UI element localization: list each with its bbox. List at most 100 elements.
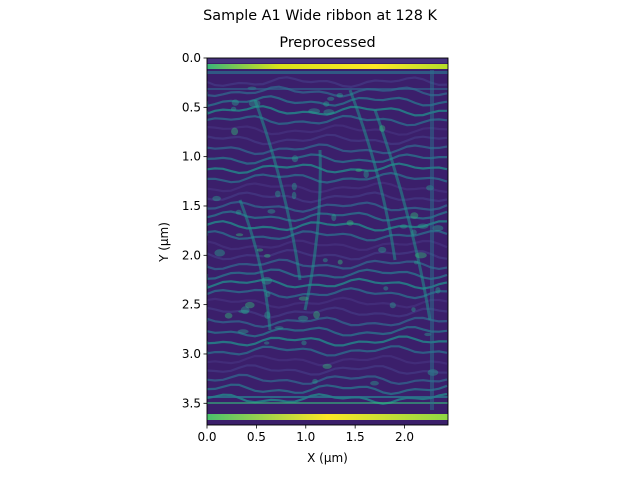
texture-spot <box>370 380 379 386</box>
texture-fringe <box>207 345 448 357</box>
bottom-secondary-band <box>207 402 448 404</box>
texture-spot <box>231 127 239 136</box>
x-tick-label: 0.0 <box>197 430 216 444</box>
texture-fringe <box>207 191 448 204</box>
x-tick-label: 1.0 <box>296 430 315 444</box>
texture-fringe <box>207 373 448 386</box>
x-tick-label: 1.5 <box>346 430 365 444</box>
texture-spot <box>264 311 271 320</box>
heatmap-texture <box>207 76 448 405</box>
texture-fringe <box>207 229 448 242</box>
texture-spot <box>230 106 237 112</box>
top-bright-band <box>207 64 448 69</box>
texture-streak <box>303 149 322 311</box>
texture-spot <box>432 225 444 232</box>
texture-spot <box>322 363 332 369</box>
texture-fringe <box>207 287 448 300</box>
texture-fringe <box>207 153 447 165</box>
texture-fringe <box>207 306 448 319</box>
texture-fringe <box>207 296 448 309</box>
y-tick-label: 3.5 <box>182 396 201 410</box>
texture-fringe <box>207 258 448 271</box>
texture-spot <box>389 302 396 309</box>
texture-spot <box>224 312 233 319</box>
top-secondary-band <box>207 71 448 74</box>
texture-spot <box>417 223 429 229</box>
texture-spot <box>264 254 271 258</box>
texture-spot <box>414 252 427 259</box>
texture-spot <box>312 378 318 384</box>
texture-fringe <box>207 133 448 146</box>
texture-spot <box>274 190 281 198</box>
texture-fringe <box>207 268 448 281</box>
texture-streak <box>348 89 397 261</box>
texture-spot <box>245 301 255 309</box>
texture-spot <box>337 259 343 265</box>
x-axis-label: X (µm) <box>307 451 348 465</box>
texture-spot <box>264 341 270 345</box>
texture-spot <box>346 220 354 226</box>
texture-spot <box>336 93 344 98</box>
x-axis-ticks: 0.0 0.5 1.0 1.5 2.0 <box>197 425 414 444</box>
texture-spot <box>313 311 320 319</box>
texture-fringe <box>207 316 448 329</box>
texture-spot <box>383 286 389 291</box>
figure-suptitle: Sample A1 Wide ribbon at 128 K <box>203 8 437 24</box>
texture-fringe <box>207 392 448 405</box>
texture-fringe <box>207 364 448 376</box>
texture-fringe <box>207 239 448 252</box>
x-tick-label: 2.0 <box>395 430 414 444</box>
texture-spot <box>291 182 297 191</box>
y-tick-label: 0.0 <box>182 51 201 65</box>
texture-fringe <box>207 248 448 261</box>
texture-fringe <box>207 181 448 194</box>
y-axis-ticks: 0.0 0.5 1.0 1.5 2.0 2.5 3.0 3.5 <box>182 51 207 410</box>
x-tick-label: 0.5 <box>247 430 266 444</box>
texture-fringe <box>207 162 448 175</box>
texture-streak <box>238 199 272 331</box>
texture-spot <box>323 109 335 116</box>
axes-title: Preprocessed <box>279 35 376 51</box>
texture-spot <box>214 249 225 257</box>
texture-spot <box>240 306 250 315</box>
texture-spot <box>238 310 250 314</box>
texture-spot <box>363 170 369 179</box>
texture-fringe <box>207 277 448 290</box>
texture-fringe <box>207 220 448 232</box>
bottom-fringe-line <box>207 396 448 398</box>
texture-fringe <box>207 114 448 127</box>
texture-fringe <box>207 143 448 156</box>
texture-spot <box>212 195 221 202</box>
texture-spot <box>235 233 244 237</box>
texture-fringe <box>207 171 448 184</box>
right-edge-band <box>430 70 434 410</box>
texture-fringe <box>207 85 448 98</box>
texture-spot <box>379 125 386 132</box>
texture-spot <box>322 258 328 263</box>
y-tick-label: 0.5 <box>182 100 201 114</box>
y-tick-label: 2.5 <box>182 298 201 312</box>
top-edge <box>207 58 448 63</box>
y-tick-label: 2.0 <box>182 248 201 262</box>
texture-spot <box>355 168 363 172</box>
texture-spot <box>327 96 335 101</box>
texture-spot <box>413 260 419 265</box>
bottom-bright-band <box>207 414 448 420</box>
texture-spot <box>410 212 419 219</box>
y-tick-label: 3.0 <box>182 347 201 361</box>
texture-spot <box>256 248 264 252</box>
texture-spot <box>291 191 297 200</box>
texture-fringe <box>207 210 448 223</box>
texture-spot <box>411 307 416 312</box>
texture-spot <box>435 287 441 294</box>
texture-spot <box>267 209 276 214</box>
texture-fringe <box>207 105 447 117</box>
texture-spot <box>248 99 261 108</box>
texture-spot <box>291 155 299 163</box>
heatmap-image <box>207 58 448 425</box>
texture-spot <box>237 329 249 334</box>
texture-spot <box>308 108 320 115</box>
texture-spot <box>235 209 242 215</box>
texture-fringe <box>207 124 448 136</box>
